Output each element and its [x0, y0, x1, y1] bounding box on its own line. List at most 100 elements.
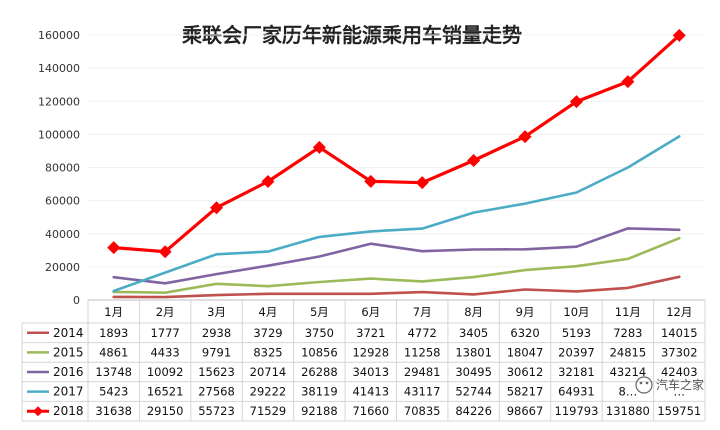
cell-2014-12: 14015 — [661, 326, 698, 340]
cell-2017-12: … — [674, 385, 686, 399]
point-2018-11 — [621, 75, 635, 89]
cell-2016-9: 30612 — [507, 365, 544, 379]
data-table: 1月 2月 3月 4月 5月 6月 7月 8月 9月 10月 11月 12月 2014 1893 1777 2… — [21, 300, 706, 422]
watermark: 汽车之家 — [635, 376, 704, 394]
point-2018-5 — [312, 140, 326, 154]
series-line-2014 — [112, 275, 681, 299]
cell-2016-11: 43214 — [610, 365, 647, 379]
legend-label-2014: 2014 — [53, 326, 84, 340]
y-tick-label: 0 — [73, 294, 80, 307]
cell-2016-1: 13748 — [95, 365, 132, 379]
cell-2014-3: 2938 — [202, 326, 231, 340]
cell-2017-4: 29222 — [250, 385, 287, 399]
point-2018-8 — [467, 154, 481, 168]
y-axis: 0 20000 40000 60000 80000 100000 120000 140000 1… — [38, 29, 80, 307]
point-2018-3 — [210, 201, 224, 215]
cell-2018-10: 119793 — [555, 404, 599, 418]
point-2018-4 — [261, 175, 275, 189]
cell-2014-11: 7283 — [613, 326, 642, 340]
series-line-2017 — [112, 135, 681, 293]
cell-2015-4: 8325 — [253, 345, 282, 359]
cell-2016-6: 34013 — [352, 365, 389, 379]
x-category-label: 11月 — [615, 305, 641, 319]
watermark-text: 汽车之家 — [656, 377, 704, 392]
cell-2017-9: 58217 — [507, 385, 544, 399]
series-line-2018 — [112, 33, 681, 254]
cell-2017-3: 27568 — [198, 385, 235, 399]
cell-2015-9: 18047 — [507, 345, 544, 359]
point-2018-6 — [364, 174, 378, 188]
x-category-label: 5月 — [310, 305, 329, 319]
y-tick-label: 120000 — [38, 95, 80, 108]
cell-2018-9: 98667 — [507, 404, 544, 418]
x-category-label: 1月 — [104, 305, 123, 319]
y-tick-label: 60000 — [45, 195, 80, 208]
cell-2018-7: 70835 — [404, 404, 441, 418]
legend-label-2015: 2015 — [53, 345, 84, 359]
cell-2015-11: 24815 — [610, 345, 647, 359]
cell-2017-2: 16521 — [147, 385, 184, 399]
x-category-label: 9月 — [516, 305, 535, 319]
cell-2014-5: 3750 — [305, 326, 334, 340]
x-category-label: 12月 — [666, 305, 692, 319]
cell-2018-11: 131880 — [606, 404, 650, 418]
cell-2014-8: 3405 — [459, 326, 488, 340]
cell-2018-12: 159751 — [657, 404, 701, 418]
cell-2018-4: 71529 — [250, 404, 287, 418]
x-category-label: 7月 — [413, 305, 432, 319]
legend-label-2018: 2018 — [53, 404, 84, 418]
cell-2017-5: 38119 — [301, 385, 338, 399]
series-line-2015 — [112, 236, 681, 295]
y-tick-label: 40000 — [45, 228, 80, 241]
cell-2015-2: 4433 — [150, 345, 179, 359]
wechat-icon-eye — [645, 381, 649, 385]
cell-2017-8: 52744 — [455, 385, 492, 399]
x-category-label: 6月 — [361, 305, 380, 319]
wechat-icon — [635, 376, 653, 394]
x-category-label: 10月 — [563, 305, 589, 319]
cell-2017-1: 5423 — [99, 385, 128, 399]
y-tick-label: 20000 — [45, 261, 80, 274]
x-category-label: 4月 — [259, 305, 278, 319]
y-tick-label: 100000 — [38, 128, 80, 141]
y-tick-label: 140000 — [38, 62, 80, 75]
cell-2015-7: 11258 — [404, 345, 441, 359]
cell-2018-2: 29150 — [147, 404, 184, 418]
wechat-icon-eye — [639, 381, 643, 385]
x-category-label: 8月 — [464, 305, 483, 319]
cell-2018-5: 92188 — [301, 404, 338, 418]
cell-2016-2: 10092 — [147, 365, 184, 379]
cell-2015-6: 12928 — [352, 345, 389, 359]
legend-marker-2018 — [33, 406, 43, 417]
cell-2018-6: 71660 — [352, 404, 389, 418]
cell-2018-8: 84226 — [455, 404, 492, 418]
cell-2014-1: 1893 — [99, 326, 128, 340]
cell-2017-6: 41413 — [352, 385, 389, 399]
cell-2014-2: 1777 — [150, 326, 179, 340]
cell-2015-12: 37302 — [661, 345, 698, 359]
cell-2016-7: 29481 — [404, 365, 441, 379]
cell-2016-8: 30495 — [455, 365, 492, 379]
cell-2015-10: 20397 — [558, 345, 595, 359]
y-tick-label: 80000 — [45, 162, 80, 175]
cell-2017-10: 64931 — [558, 385, 595, 399]
cell-2014-4: 3729 — [253, 326, 282, 340]
cell-2017-7: 43117 — [404, 385, 441, 399]
point-2018-9 — [518, 130, 532, 144]
cell-2014-9: 6320 — [510, 326, 539, 340]
cell-2015-8: 13801 — [455, 345, 492, 359]
cell-2015-3: 9791 — [202, 345, 231, 359]
point-2018-7 — [415, 176, 429, 190]
cell-2014-10: 5193 — [562, 326, 591, 340]
legend-label-2017: 2017 — [53, 385, 84, 399]
cell-2018-3: 55723 — [198, 404, 235, 418]
cell-2014-6: 3721 — [356, 326, 385, 340]
cell-2016-10: 32181 — [558, 365, 595, 379]
cell-2016-12: 42403 — [661, 365, 698, 379]
point-2018-1 — [107, 241, 121, 255]
y-tick-label: 160000 — [38, 29, 80, 42]
x-category-label: 2月 — [156, 305, 175, 319]
legend-label-2016: 2016 — [53, 365, 84, 379]
cell-2015-5: 10856 — [301, 345, 338, 359]
